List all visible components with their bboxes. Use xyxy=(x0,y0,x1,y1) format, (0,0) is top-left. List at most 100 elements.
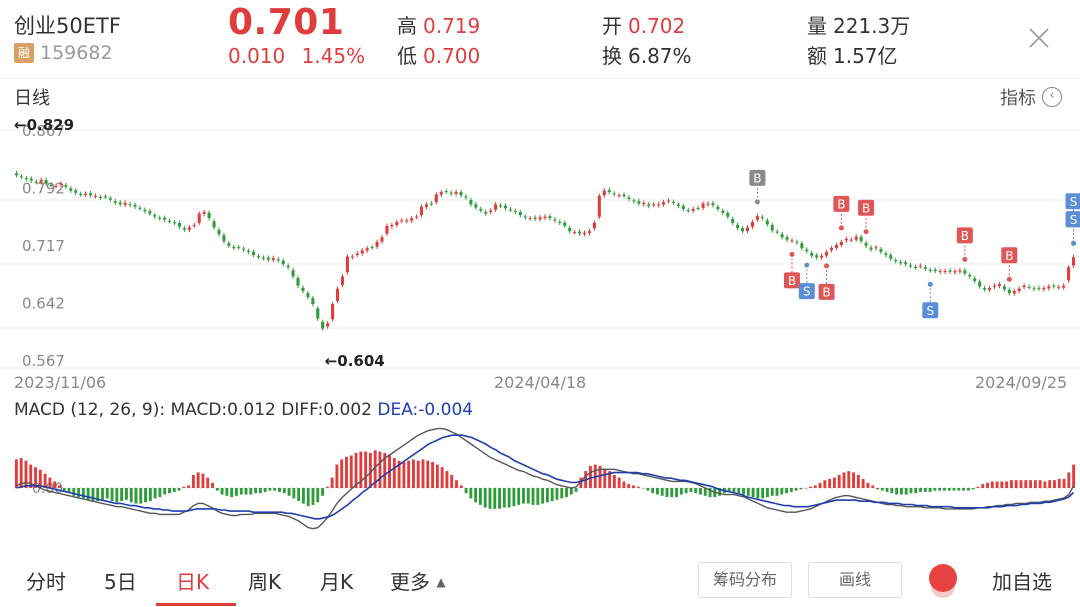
candle-body xyxy=(928,269,932,271)
signal-b-label: B xyxy=(837,197,845,211)
candle-body xyxy=(637,201,641,204)
candle-body xyxy=(775,231,779,233)
candle-body xyxy=(607,190,611,193)
macd-histogram-bar xyxy=(373,450,377,488)
candle-body xyxy=(958,270,962,272)
macd-histogram-bar xyxy=(220,488,224,495)
macd-histogram-bar xyxy=(292,488,296,499)
candle-body xyxy=(499,205,503,207)
macd-histogram-bar xyxy=(316,488,320,503)
signal-dot xyxy=(962,256,968,262)
macd-histogram-bar xyxy=(876,488,879,490)
indicator-button[interactable]: 指标 ‹ xyxy=(1000,84,1062,110)
macd-histogram-bar xyxy=(110,488,114,501)
signal-dot xyxy=(1071,240,1077,246)
candle-body xyxy=(963,270,967,274)
macd-histogram-bar xyxy=(904,488,908,495)
tab-daily-k[interactable]: 日K xyxy=(176,570,210,594)
candle-body xyxy=(997,284,1001,287)
candle-body xyxy=(494,204,498,210)
candle-body xyxy=(108,198,112,200)
macd-histogram-bar xyxy=(966,488,970,491)
macd-histogram-bar xyxy=(416,460,420,488)
indicator-label: 指标 xyxy=(1000,88,1036,109)
macd-histogram-bar xyxy=(187,485,191,488)
macd-histogram-bar xyxy=(330,477,334,488)
add-to-watchlist-button[interactable]: 加自选 xyxy=(992,570,1052,594)
candle-body xyxy=(336,288,340,301)
candle-body xyxy=(933,269,937,272)
candle-body xyxy=(29,178,33,181)
macd-histogram-bar xyxy=(306,488,310,507)
close-icon[interactable] xyxy=(1026,26,1052,52)
stock-code-row: 融 159682 xyxy=(14,42,113,64)
candle-body xyxy=(350,256,354,258)
candle-body xyxy=(518,212,522,216)
signal-b-badge xyxy=(833,195,850,212)
candle-body xyxy=(242,248,246,250)
macd-histogram-bar xyxy=(828,478,832,488)
candle-body xyxy=(326,323,330,327)
macd-histogram-bar xyxy=(19,458,23,488)
candle-body xyxy=(750,222,754,227)
tab-weekly-k[interactable]: 周K xyxy=(248,570,282,594)
macd-histogram-bar xyxy=(368,452,372,488)
bottom-toolbar: 分时 5日 日K 周K 月K 更多 ▲ 筹码分布 画线 加自选 xyxy=(0,556,1080,607)
macd-histogram-bar xyxy=(770,488,774,496)
macd-histogram-bar xyxy=(215,488,219,491)
chip-distribution-button[interactable]: 筹码分布 xyxy=(698,562,792,598)
tab-intraday[interactable]: 分时 xyxy=(26,570,66,594)
macd-histogram-bar xyxy=(459,485,463,488)
tab-more[interactable]: 更多 ▲ xyxy=(390,566,446,595)
candle-body xyxy=(301,287,305,291)
macd-histogram-bar xyxy=(756,488,760,499)
tab-5day[interactable]: 5日 xyxy=(104,570,137,594)
macd-histogram-bar xyxy=(651,488,655,494)
candle-body xyxy=(864,243,868,246)
macd-histogram-bar xyxy=(239,488,243,495)
candle-body xyxy=(696,208,700,210)
candle-body xyxy=(286,265,290,268)
candle-body xyxy=(489,210,493,213)
candle-body xyxy=(642,202,646,205)
macd-histogram-bar xyxy=(206,477,210,488)
candle-body xyxy=(1027,286,1031,288)
record-dot-icon[interactable] xyxy=(929,564,957,592)
stat-turnover-value: 6.87% xyxy=(628,44,692,68)
candle-body xyxy=(380,237,384,242)
macd-histogram-bar xyxy=(77,488,81,498)
macd-histogram-bar xyxy=(933,488,937,491)
candle-body xyxy=(1052,285,1056,287)
macd-histogram-bar xyxy=(622,481,626,488)
change-value: 0.010 xyxy=(228,44,286,68)
macd-histogram-bar xyxy=(679,488,683,495)
candle-body xyxy=(207,212,211,219)
draw-line-button[interactable]: 画线 xyxy=(808,562,902,598)
candle-body xyxy=(632,200,636,202)
stat-low-label: 低 xyxy=(397,44,417,68)
candle-body xyxy=(439,192,443,195)
macd-histogram-bar xyxy=(48,477,52,488)
kline-chart[interactable]: 0.8670.7920.7170.6420.567←0.829←0.604BBS… xyxy=(0,108,1080,370)
candle-body xyxy=(405,220,409,222)
candle-body xyxy=(291,270,295,277)
candle-body xyxy=(79,194,83,196)
stat-turnover-label: 换 xyxy=(602,44,622,68)
candle-body xyxy=(662,202,666,205)
candle-body xyxy=(592,222,596,229)
macd-histogram-bar xyxy=(1048,480,1052,488)
tab-monthly-k[interactable]: 月K xyxy=(320,570,354,594)
candle-body xyxy=(410,218,414,221)
macd-histogram-bar xyxy=(890,488,894,494)
candle-body xyxy=(770,225,774,231)
candle-body xyxy=(355,253,359,255)
macd-chart[interactable]: 0.00 xyxy=(0,424,1080,550)
macd-histogram-bar xyxy=(526,488,530,504)
macd-histogram-bar xyxy=(96,488,100,501)
stock-code: 159682 xyxy=(40,42,113,64)
macd-histogram-bar xyxy=(928,488,932,492)
macd-histogram-bar xyxy=(478,488,482,505)
macd-histogram-bar xyxy=(703,488,707,496)
macd-histogram-bar xyxy=(823,480,827,488)
candle-body xyxy=(19,176,23,178)
